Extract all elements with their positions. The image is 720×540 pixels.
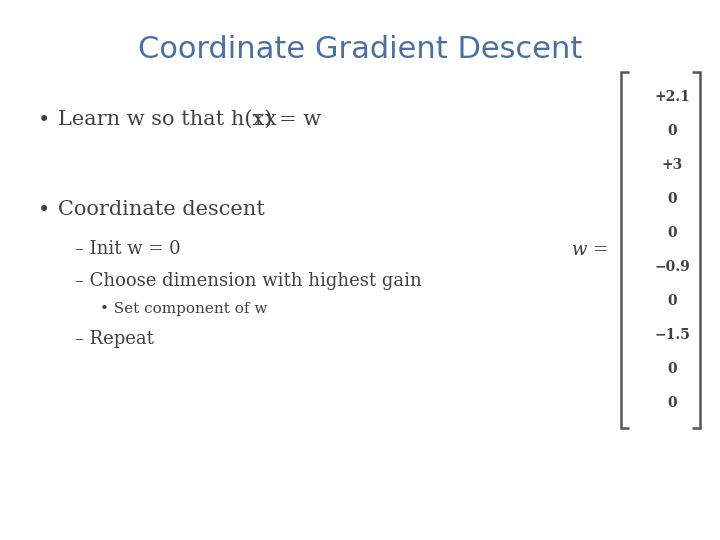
Text: x: x xyxy=(265,110,276,129)
Text: 0: 0 xyxy=(667,294,677,308)
Text: • Set component of w: • Set component of w xyxy=(100,302,267,316)
Text: +3: +3 xyxy=(662,158,683,172)
Text: •: • xyxy=(38,200,50,220)
Text: 0: 0 xyxy=(667,226,677,240)
Text: −0.9: −0.9 xyxy=(654,260,690,274)
Text: •: • xyxy=(38,110,50,130)
Text: w =: w = xyxy=(572,241,608,259)
Text: 0: 0 xyxy=(667,396,677,410)
Text: 0: 0 xyxy=(667,124,677,138)
Text: 0: 0 xyxy=(667,362,677,376)
Text: – Choose dimension with highest gain: – Choose dimension with highest gain xyxy=(75,272,422,290)
Text: T: T xyxy=(253,114,263,128)
Text: +2.1: +2.1 xyxy=(654,90,690,104)
Text: −1.5: −1.5 xyxy=(654,328,690,342)
Text: – Init w = 0: – Init w = 0 xyxy=(75,240,181,258)
Text: Coordinate descent: Coordinate descent xyxy=(58,200,265,219)
Text: Learn w so that h(x) = w: Learn w so that h(x) = w xyxy=(58,110,321,129)
Text: Coordinate Gradient Descent: Coordinate Gradient Descent xyxy=(138,35,582,64)
Text: – Repeat: – Repeat xyxy=(75,330,154,348)
Text: 0: 0 xyxy=(667,192,677,206)
